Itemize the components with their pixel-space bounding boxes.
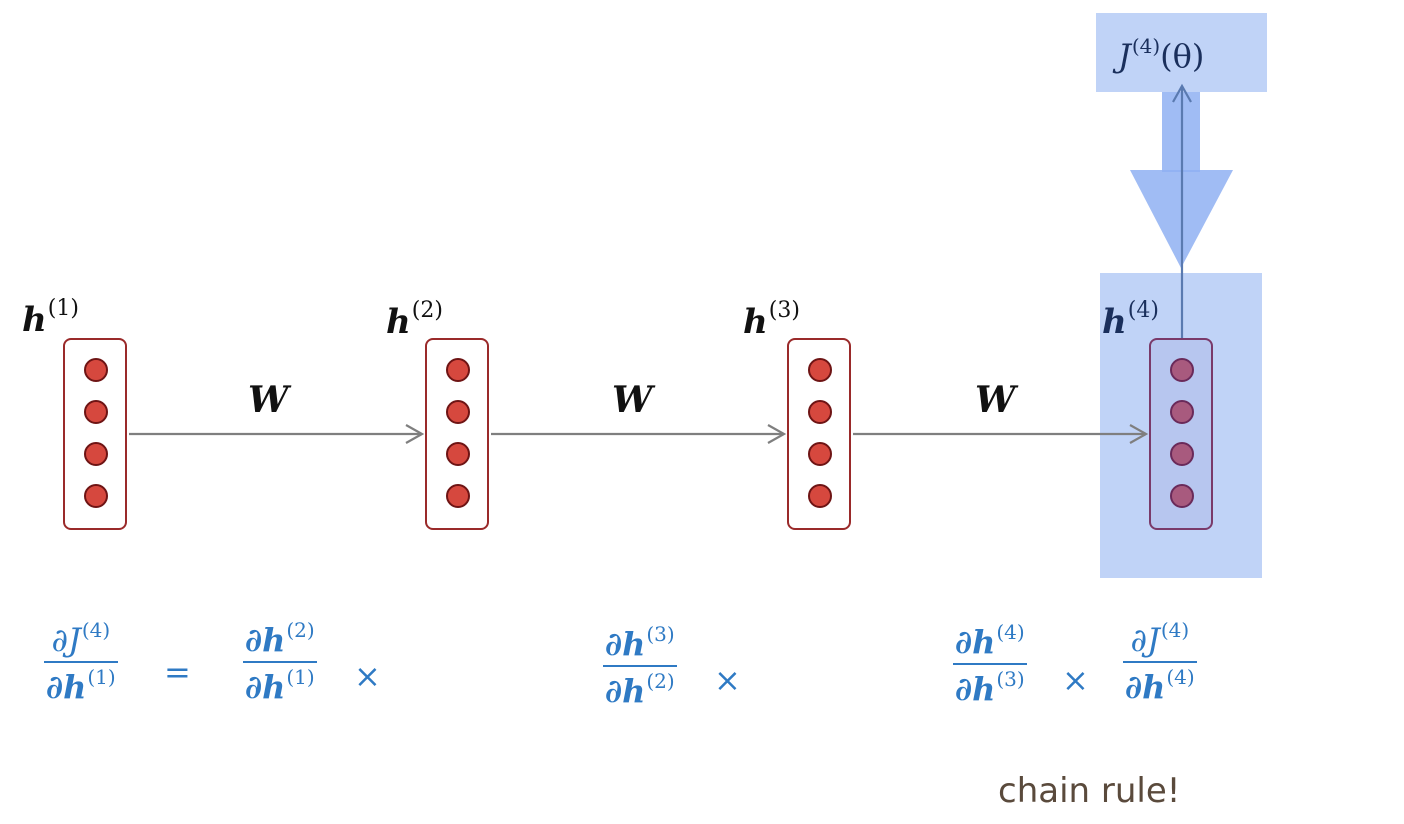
loss-label: J(4)(θ)	[1118, 36, 1204, 72]
equation-term-1: ∂h(2) ∂h(1)	[243, 620, 317, 703]
h1-symbol: h	[22, 300, 47, 340]
neuron	[1170, 358, 1194, 382]
neuron	[446, 400, 470, 424]
equation-term-2: ∂h(3) ∂h(2)	[603, 624, 677, 707]
times-sign-1: ×	[354, 657, 381, 695]
neuron	[446, 484, 470, 508]
neuron	[808, 442, 832, 466]
equation-term-4: ∂J(4) ∂h(4)	[1123, 620, 1197, 703]
equation-lhs: ∂J(4) ∂h(1)	[44, 620, 118, 703]
chain-rule-caption: chain rule!	[998, 771, 1181, 811]
neuron	[1170, 400, 1194, 424]
equation-term-3: ∂h(4) ∂h(3)	[953, 622, 1027, 705]
term3-numerator: ∂h(4)	[955, 620, 1025, 661]
w-label-1: W	[248, 379, 289, 421]
term4-numerator: ∂J(4)	[1130, 618, 1190, 659]
term2-numerator: ∂h(3)	[605, 622, 675, 663]
h3-superscript: (3)	[768, 298, 800, 323]
h2-label: h(2)	[386, 298, 443, 342]
neuron	[446, 442, 470, 466]
h4-symbol: h	[1102, 302, 1127, 342]
loss-highlight	[1096, 13, 1267, 92]
term4-denominator: ∂h(4)	[1125, 665, 1195, 706]
w-label-2: W	[612, 379, 653, 421]
neuron	[84, 400, 108, 424]
neuron	[84, 484, 108, 508]
neuron	[808, 400, 832, 424]
neuron	[1170, 442, 1194, 466]
term3-denominator: ∂h(3)	[955, 667, 1025, 708]
neuron	[446, 358, 470, 382]
loss-superscript: (4)	[1131, 34, 1161, 58]
term1-numerator: ∂h(2)	[245, 618, 315, 659]
h4-label: h(4)	[1102, 298, 1159, 342]
term1-denominator: ∂h(1)	[245, 665, 315, 706]
neuron	[1170, 484, 1194, 508]
h1-superscript: (1)	[47, 296, 79, 321]
h2-vector	[425, 338, 489, 530]
h2-superscript: (2)	[411, 298, 443, 323]
h3-symbol: h	[743, 302, 768, 342]
h4-vector	[1149, 338, 1213, 530]
w-label-3: W	[975, 379, 1016, 421]
h2-symbol: h	[386, 302, 411, 342]
w-arrow-3	[853, 424, 1149, 444]
h1-vector	[63, 338, 127, 530]
neuron	[84, 442, 108, 466]
h3-label: h(3)	[743, 298, 800, 342]
times-sign-3: ×	[1062, 661, 1089, 699]
lhs-denominator: ∂h(1)	[46, 665, 116, 706]
times-sign-2: ×	[714, 661, 741, 699]
w-arrow-1	[129, 424, 425, 444]
term2-denominator: ∂h(2)	[605, 669, 675, 710]
equals-sign: =	[164, 653, 191, 691]
neuron	[84, 358, 108, 382]
lhs-numerator: ∂J(4)	[51, 618, 111, 659]
loss-symbol: J	[1118, 37, 1131, 75]
h1-label: h(1)	[22, 296, 79, 340]
h3-vector	[787, 338, 851, 530]
w-arrow-2	[491, 424, 787, 444]
neuron	[808, 358, 832, 382]
loss-arg: (θ)	[1160, 37, 1205, 75]
neuron	[808, 484, 832, 508]
h4-to-loss-arrow	[1172, 83, 1192, 338]
h4-superscript: (4)	[1127, 298, 1159, 323]
